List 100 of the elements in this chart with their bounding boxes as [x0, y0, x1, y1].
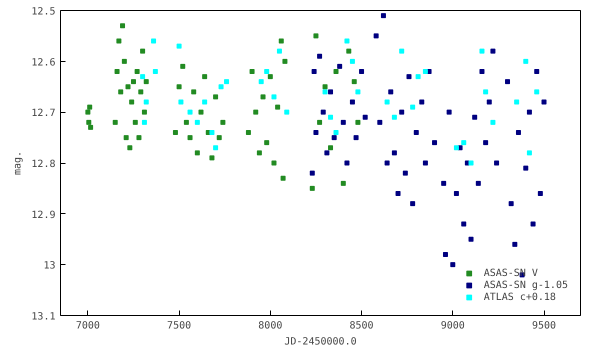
point: [461, 140, 466, 146]
point: [468, 160, 474, 166]
point: [142, 120, 147, 125]
point: [280, 176, 286, 181]
point: [176, 84, 182, 90]
y-tick-label: 12.9: [31, 210, 56, 221]
legend-label: ATLAS c+0.18: [484, 291, 556, 303]
point: [116, 38, 122, 44]
point: [151, 38, 156, 44]
point: [479, 48, 484, 54]
point: [136, 135, 142, 140]
point: [483, 89, 488, 94]
point: [213, 145, 218, 150]
point: [275, 104, 280, 110]
point: [322, 89, 328, 94]
point: [355, 120, 360, 125]
x-tick-label: 8000: [258, 320, 282, 332]
point: [253, 110, 258, 115]
point: [392, 114, 397, 120]
point: [88, 124, 94, 130]
point: [384, 160, 390, 166]
point: [377, 120, 382, 125]
point: [209, 130, 214, 135]
point: [282, 58, 288, 64]
point: [419, 100, 424, 104]
point: [126, 84, 131, 90]
point: [258, 79, 264, 84]
point: [218, 84, 224, 90]
point: [388, 89, 394, 94]
point: [454, 191, 459, 196]
point: [134, 69, 140, 74]
point: [422, 69, 428, 74]
legend-label: ASAS-SN V: [484, 267, 538, 279]
point: [350, 58, 355, 64]
point: [142, 110, 147, 115]
point: [120, 23, 126, 28]
point: [328, 89, 334, 94]
point: [129, 100, 134, 104]
point: [514, 100, 520, 104]
legend-label: ASAS-SN g-1.05: [484, 279, 568, 291]
point: [344, 38, 350, 44]
point: [320, 110, 326, 115]
point: [250, 69, 255, 74]
point: [202, 100, 208, 104]
point: [256, 150, 262, 156]
point: [140, 74, 146, 80]
point: [114, 69, 120, 74]
point: [334, 69, 339, 74]
point: [344, 160, 350, 166]
point: [399, 110, 404, 115]
point: [490, 48, 496, 54]
point: [332, 135, 337, 140]
point: [350, 100, 355, 104]
x-axis-title: JD-2450000.0: [284, 336, 357, 348]
point: [194, 120, 200, 125]
point: [346, 48, 352, 54]
point: [340, 120, 346, 125]
point: [483, 140, 488, 146]
x-tick-label: 7500: [167, 320, 192, 332]
point: [486, 100, 492, 104]
point: [384, 100, 390, 104]
point: [178, 100, 184, 104]
y-tick-label: 13.1: [31, 312, 56, 322]
point: [152, 69, 158, 74]
point: [312, 69, 317, 74]
point: [87, 104, 92, 110]
point: [534, 89, 540, 94]
point: [516, 130, 521, 135]
point: [399, 48, 404, 54]
point: [278, 38, 284, 44]
point: [191, 89, 196, 94]
point: [246, 130, 251, 135]
point: [209, 155, 214, 160]
point: [122, 58, 127, 64]
point: [374, 33, 379, 38]
point: [202, 74, 208, 80]
point: [476, 180, 481, 186]
point: [112, 120, 118, 125]
point: [271, 160, 276, 166]
x-tick-label: 8500: [350, 320, 374, 332]
point: [530, 222, 536, 226]
point: [340, 180, 346, 186]
point: [337, 64, 342, 69]
point: [310, 170, 315, 176]
point: [352, 79, 357, 84]
y-tick-label: 12.7: [31, 108, 56, 120]
point: [127, 145, 132, 150]
point: [523, 166, 528, 171]
point: [220, 120, 226, 125]
point: [264, 140, 270, 146]
point: [317, 120, 322, 125]
point: [264, 69, 270, 74]
point: [410, 104, 416, 110]
point: [85, 110, 90, 115]
point: [194, 150, 200, 156]
point: [334, 130, 339, 135]
point: [322, 84, 328, 90]
point: [132, 120, 138, 125]
x-tick-label: 7000: [76, 320, 100, 332]
point: [432, 140, 438, 146]
